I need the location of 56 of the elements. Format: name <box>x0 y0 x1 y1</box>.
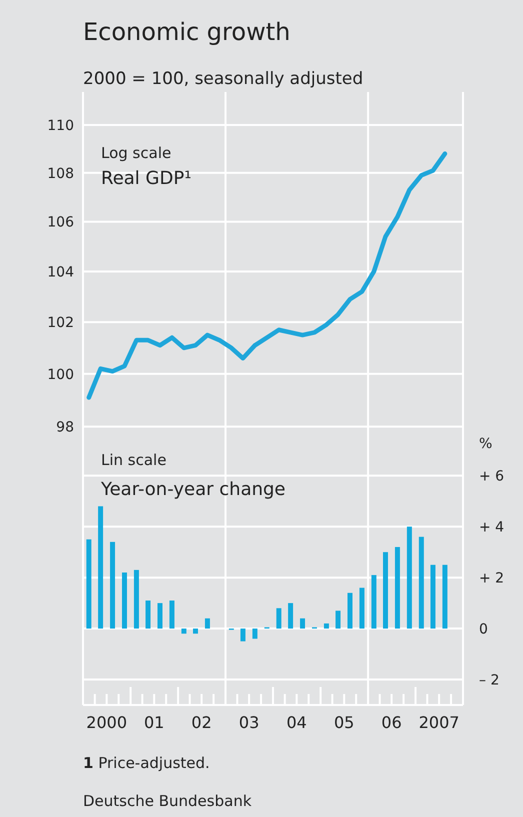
bar <box>122 572 127 629</box>
bar <box>406 526 412 629</box>
bar <box>98 506 104 629</box>
x-tick-label: 01 <box>144 713 164 732</box>
annotation: Real GDP¹ <box>101 168 192 189</box>
x-tick-label: 2007 <box>418 713 460 732</box>
bar <box>300 618 306 629</box>
bar <box>240 628 246 642</box>
bar <box>442 564 448 629</box>
y2-tick-label: 0 <box>479 621 488 638</box>
y2-tick-label: + 6 <box>479 468 504 485</box>
x-tick-label: 06 <box>381 713 402 732</box>
bar <box>418 536 424 629</box>
x-tick-label: 04 <box>286 713 307 732</box>
x-tick-label: 03 <box>238 713 260 732</box>
bar <box>157 603 162 629</box>
text: Deutsche Bundesbank <box>83 792 252 810</box>
y-tick-label: 100 <box>47 366 74 383</box>
x-tick-label: 02 <box>191 713 212 732</box>
bar <box>336 610 341 629</box>
bar <box>288 603 294 629</box>
y-tick-label: 98 <box>56 420 74 436</box>
bar <box>169 600 174 629</box>
bar <box>347 592 352 629</box>
x-tick-label: 2000 <box>86 713 128 732</box>
x-tick-label: 05 <box>334 713 354 732</box>
bar <box>134 570 139 629</box>
y2-tick-label: – 2 <box>479 672 500 688</box>
bar <box>324 623 329 629</box>
bar <box>430 564 436 629</box>
y-tick-label: 108 <box>47 166 74 182</box>
annotation: Year-on-year change <box>100 479 286 500</box>
y2-tick-label: + 2 <box>479 570 504 586</box>
annotation: Lin scale <box>101 451 166 469</box>
chart-title: Economic growth <box>83 18 290 46</box>
bar <box>146 600 151 629</box>
bar <box>252 628 258 639</box>
y-tick-label: 102 <box>47 315 74 332</box>
bar <box>383 552 388 629</box>
bar <box>204 618 210 629</box>
bar <box>193 628 198 634</box>
bar <box>181 628 186 634</box>
y-tick-label: 106 <box>47 214 74 231</box>
bar <box>359 588 364 629</box>
y2-axis-title: % <box>479 436 492 452</box>
chart-subtitle: 2000 = 100, seasonally adjusted <box>83 69 364 89</box>
bar <box>394 547 400 629</box>
bar <box>276 608 282 629</box>
annotation: Log scale <box>101 144 172 162</box>
bar <box>110 542 116 629</box>
bar <box>371 575 376 629</box>
y2-tick-label: + 4 <box>479 520 504 536</box>
y-tick-label: 104 <box>47 264 74 280</box>
text: 1 Price-adjusted. <box>83 754 210 772</box>
bar <box>86 539 92 629</box>
y-tick-label: 110 <box>47 118 74 134</box>
